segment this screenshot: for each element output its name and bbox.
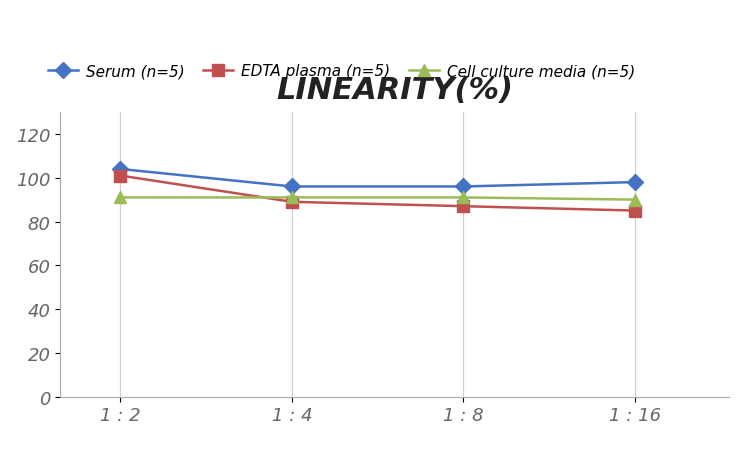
- Title: LINEARITY(%): LINEARITY(%): [276, 76, 514, 105]
- Serum (n=5): [630, 180, 639, 185]
- Cell culture media (n=5): [630, 198, 639, 203]
- Cell culture media (n=5): [459, 195, 468, 201]
- Line: EDTA plasma (n=5): EDTA plasma (n=5): [114, 170, 641, 216]
- EDTA plasma (n=5): [459, 204, 468, 209]
- Cell culture media (n=5): [116, 195, 125, 201]
- EDTA plasma (n=5): [287, 200, 296, 205]
- Serum (n=5): [287, 184, 296, 190]
- Line: Cell culture media (n=5): Cell culture media (n=5): [114, 192, 641, 207]
- Serum (n=5): [459, 184, 468, 190]
- Line: Serum (n=5): Serum (n=5): [114, 164, 641, 193]
- EDTA plasma (n=5): [116, 174, 125, 179]
- Legend: Serum (n=5), EDTA plasma (n=5), Cell culture media (n=5): Serum (n=5), EDTA plasma (n=5), Cell cul…: [41, 58, 641, 85]
- Serum (n=5): [116, 167, 125, 172]
- EDTA plasma (n=5): [630, 208, 639, 214]
- Cell culture media (n=5): [287, 195, 296, 201]
